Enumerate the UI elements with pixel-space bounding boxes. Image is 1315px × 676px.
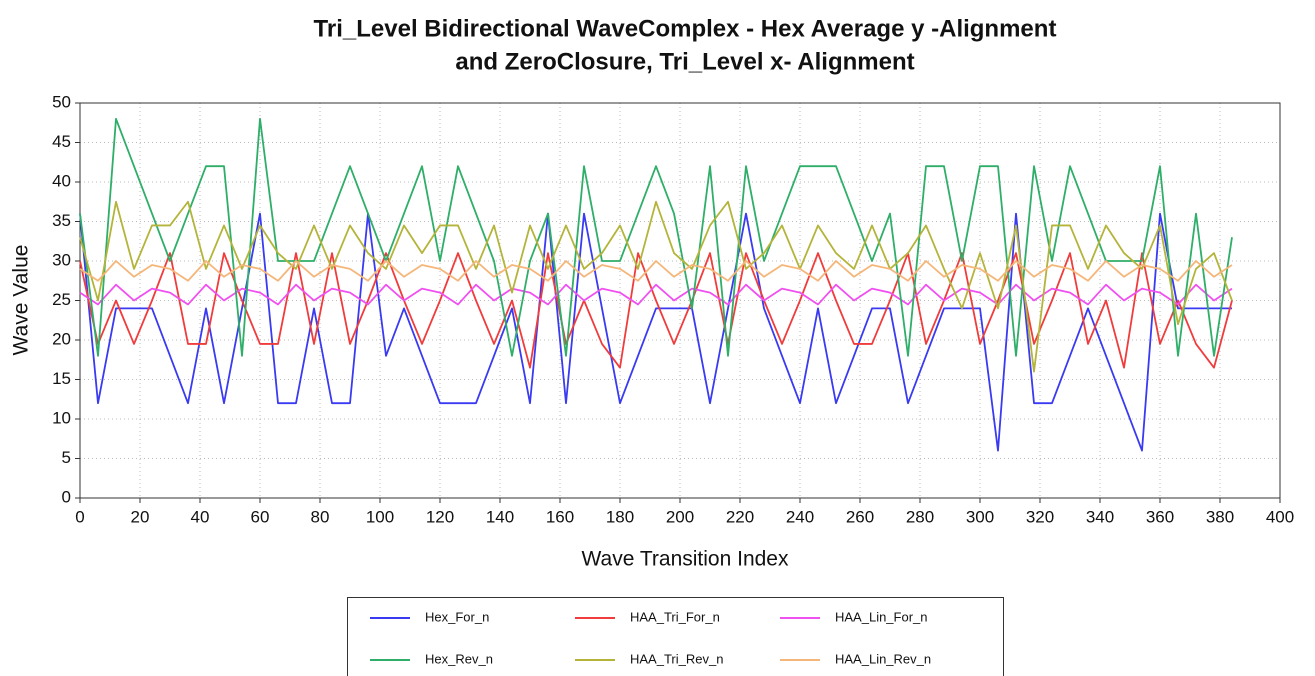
x-tick-label: 280 — [906, 507, 934, 526]
series-line — [79, 260, 1233, 282]
series-line — [79, 212, 1232, 452]
y-tick-label: 5 — [62, 448, 71, 467]
y-tick-label: 10 — [52, 408, 71, 427]
legend-label: HAA_Lin_For_n — [835, 609, 928, 624]
chart-title: Tri_Level Bidirectional WaveComplex - He… — [314, 15, 1057, 42]
x-tick-label: 0 — [75, 507, 84, 526]
series-line — [79, 117, 1233, 357]
x-tick-label: 380 — [1206, 507, 1234, 526]
legend-label: HAA_Lin_Rev_n — [835, 651, 931, 666]
y-tick-label: 30 — [52, 250, 71, 269]
x-tick-label: 220 — [726, 507, 754, 526]
x-tick-label: 120 — [426, 507, 454, 526]
x-tick-label: 80 — [311, 507, 330, 526]
x-tick-label: 400 — [1266, 507, 1294, 526]
y-tick-label: 20 — [52, 329, 71, 348]
x-tick-label: 140 — [486, 507, 514, 526]
x-tick-label: 320 — [1026, 507, 1054, 526]
x-axis-label: Wave Transition Index — [582, 548, 789, 571]
y-tick-label: 45 — [52, 132, 71, 151]
x-tick-label: 100 — [366, 507, 394, 526]
y-tick-label: 15 — [52, 369, 71, 388]
x-tick-label: 300 — [966, 507, 994, 526]
x-tick-label: 200 — [666, 507, 694, 526]
y-tick-label: 50 — [52, 92, 71, 111]
x-tick-label: 60 — [251, 507, 270, 526]
legend-label: HAA_Tri_For_n — [630, 609, 720, 624]
y-tick-label: 35 — [52, 211, 71, 230]
plot-frame — [79, 102, 1281, 499]
legend-label: Hex_For_n — [425, 609, 489, 624]
y-tick-label: 25 — [52, 290, 71, 309]
y-tick-label: 40 — [52, 171, 71, 190]
chart-title: and ZeroClosure, Tri_Level x- Alignment — [455, 48, 914, 75]
x-tick-label: 160 — [546, 507, 574, 526]
x-tick-label: 340 — [1086, 507, 1114, 526]
x-tick-label: 240 — [786, 507, 814, 526]
x-tick-label: 40 — [191, 507, 210, 526]
x-tick-label: 20 — [131, 507, 150, 526]
legend-label: Hex_Rev_n — [425, 651, 493, 666]
x-tick-label: 180 — [606, 507, 634, 526]
y-axis-label: Wave Value — [10, 245, 33, 356]
x-tick-label: 360 — [1146, 507, 1174, 526]
series-line — [79, 283, 1233, 306]
series-line — [79, 200, 1233, 373]
x-tick-label: 260 — [846, 507, 874, 526]
legend-label: HAA_Tri_Rev_n — [630, 651, 723, 666]
y-tick-label: 0 — [62, 487, 71, 506]
legend-box — [347, 597, 1004, 676]
